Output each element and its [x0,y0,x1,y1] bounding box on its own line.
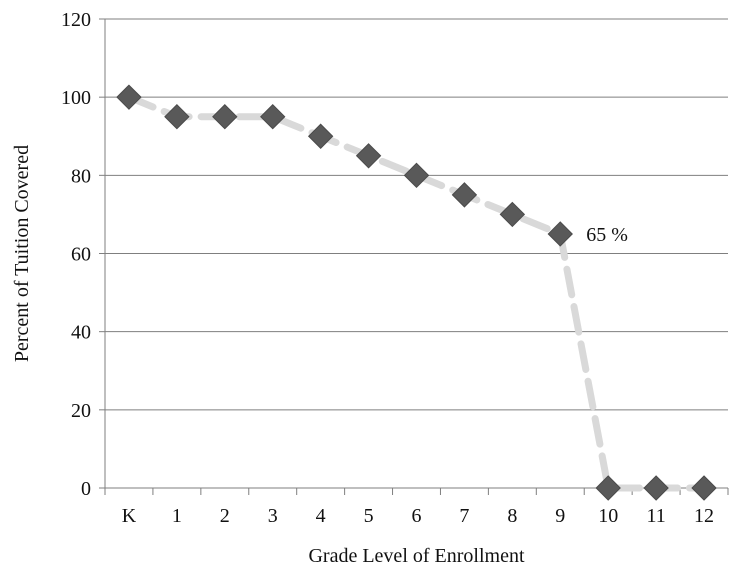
data-point-marker [691,475,717,501]
x-tick-label: 3 [268,505,278,527]
y-tick-label: 60 [71,244,91,266]
data-point-marker [403,162,430,189]
x-tick-label: 12 [694,505,714,527]
y-axis-title: Percent of Tuition Covered [11,145,33,362]
x-tick-label: 6 [412,505,422,527]
y-tick-label: 80 [71,165,91,187]
y-tick-label: 20 [71,400,91,422]
x-tick-label: 4 [316,505,326,527]
data-point-marker [212,104,238,130]
data-label: 65 % [586,224,628,246]
y-tick-label: 120 [61,9,91,31]
data-point-marker [260,104,286,130]
axes [99,18,729,495]
data-point-marker [355,143,382,169]
x-tick-label: 11 [646,505,665,527]
data-point-marker [643,475,669,501]
x-tick-label: 10 [598,505,618,527]
x-axis-title: Grade Level of Enrollment [308,545,524,567]
x-tick-label: K [122,505,137,527]
data-markers [116,84,717,501]
data-point-marker [307,123,334,149]
x-tick-label: 5 [364,505,374,527]
x-tick-label: 9 [555,505,565,527]
gridlines [105,18,728,411]
x-tick-label: 7 [459,505,469,527]
data-point-marker [451,182,478,208]
data-point-marker [116,84,142,110]
series-line [125,93,708,492]
data-point-marker [164,104,190,130]
y-tick-label: 0 [81,478,91,500]
y-tick-labels: 0 20 40 60 80 100 120 [61,9,91,500]
data-point-marker [499,201,526,228]
annotations: 65 % [586,224,628,246]
data-point-marker [595,475,621,501]
y-tick-label: 100 [61,87,91,109]
series-line [125,93,708,492]
x-tick-labels: K 1 2 3 4 5 6 7 8 9 10 11 12 [122,505,714,527]
x-tick-label: 8 [507,505,517,527]
y-tick-label: 40 [71,322,91,344]
data-point-marker [547,221,573,247]
x-tick-label: 1 [172,505,182,527]
x-tick-label: 2 [220,505,230,527]
